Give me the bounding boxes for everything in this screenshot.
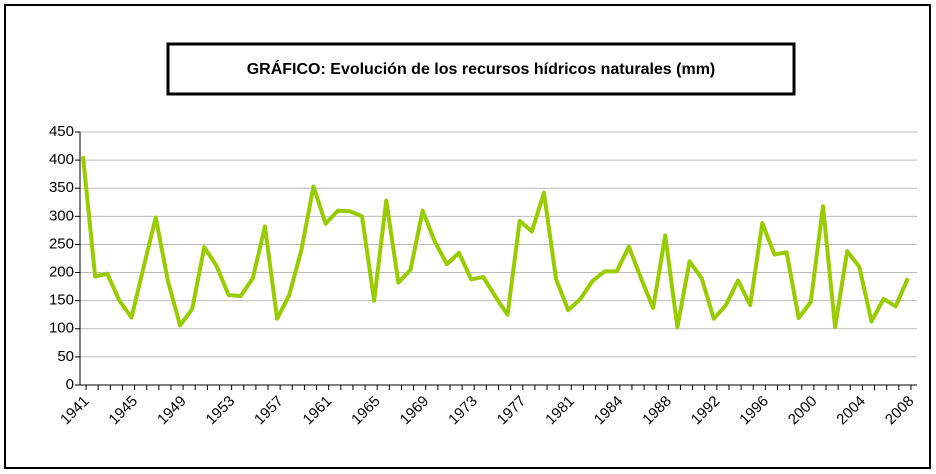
y-tick-label: 250 [49,235,74,252]
line [81,155,910,330]
y-tick-label: 200 [49,264,74,281]
y-tick-label: 300 [49,207,74,224]
y-tick-label: 150 [49,292,74,309]
title-box [166,42,796,96]
y-tick-label: 450 [49,123,74,140]
y-tick-label: 350 [49,179,74,196]
y-tick-label: 0 [66,376,74,393]
y-tick-label: 100 [49,320,74,337]
y-tick-label: 400 [49,151,74,168]
y-tick-label: 50 [57,348,74,365]
chart-title: GRÁFICO: Evolución de los recursos hídri… [247,59,716,78]
